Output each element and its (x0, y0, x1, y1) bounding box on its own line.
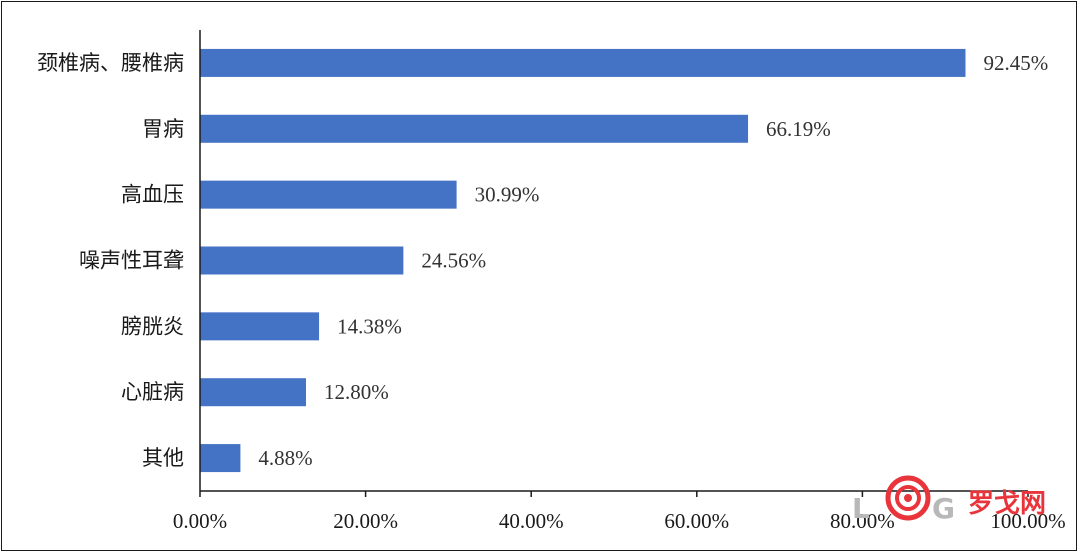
bar (200, 48, 966, 77)
bar (200, 246, 404, 275)
x-tick-label: 100.00% (990, 509, 1065, 533)
category-label: 其他 (142, 446, 184, 470)
bar (200, 180, 457, 209)
category-label: 心脏病 (121, 380, 184, 404)
x-tick-label: 40.00% (499, 509, 564, 533)
data-label: 30.99% (475, 183, 540, 207)
watermark-logo: L G 罗戈网 (852, 475, 1046, 525)
watermark-ring-outer (885, 475, 931, 521)
bar (200, 444, 241, 473)
data-label: 12.80% (324, 380, 389, 404)
category-label: 噪声性耳聋 (79, 249, 184, 273)
watermark-letter-g: G (932, 492, 955, 525)
watermark-letter-l: L (852, 492, 870, 525)
x-tick-label: 0.00% (173, 509, 227, 533)
watermark-text: 罗戈网 (968, 489, 1046, 519)
category-label: 胃病 (142, 117, 184, 141)
data-label: 14.38% (337, 314, 402, 338)
x-tick-label: 80.00% (830, 509, 895, 533)
bar (200, 378, 306, 407)
category-label: 高血压 (121, 183, 184, 207)
data-label: 24.56% (421, 249, 486, 273)
bar (200, 114, 749, 143)
watermark-ring-inner (895, 485, 921, 511)
data-label: 66.19% (766, 117, 831, 141)
category-label: 膀胱炎 (121, 314, 184, 338)
category-label: 颈椎病、腰椎病 (37, 51, 184, 75)
bar (200, 312, 320, 341)
x-tick-label: 60.00% (664, 509, 729, 533)
watermark-ring-dot (904, 494, 912, 502)
x-tick-label: 20.00% (333, 509, 398, 533)
data-label: 92.45% (983, 51, 1048, 75)
data-label: 4.88% (258, 446, 312, 470)
